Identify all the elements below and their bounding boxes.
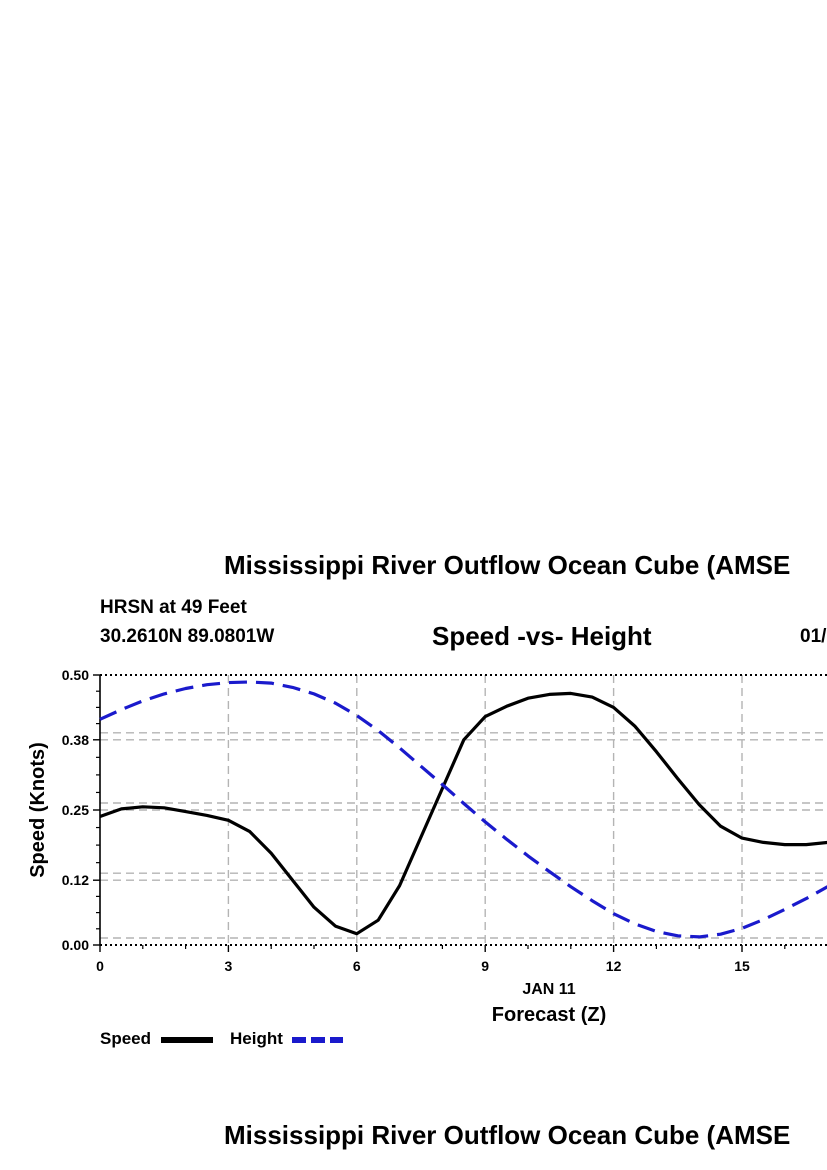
- coordinates-label: 30.2610N 89.0801W: [100, 626, 275, 647]
- x-tick-label: 15: [734, 958, 750, 974]
- y-axis-label: Speed (Knots): [27, 742, 49, 878]
- x-tick-label: 12: [606, 958, 622, 974]
- legend-speed-swatch: [161, 1037, 213, 1043]
- series-line-speed: [99, 691, 827, 936]
- y-tick-label: 0.50: [62, 667, 89, 683]
- series-lines: [99, 680, 827, 939]
- footer-title: Mississippi River Outflow Ocean Cube (AM…: [224, 1120, 791, 1150]
- legend-height-label: Height: [230, 1029, 283, 1048]
- x-axis-label: Forecast (Z): [492, 1004, 606, 1026]
- x-tick-label: 0: [96, 958, 104, 974]
- date-label: 01/: [800, 626, 827, 647]
- y-tick-label: 0.38: [62, 732, 89, 748]
- x-axis-date-label: JAN 11: [522, 981, 575, 998]
- series-line-height: [99, 680, 827, 939]
- legend-height-swatch: [292, 1037, 343, 1043]
- y-tick-label: 0.00: [62, 937, 89, 953]
- x-tick-label: 3: [225, 958, 233, 974]
- axis-ticks: 0.00 0.12 0.25 0.38 0.50 0 3 6 9 12 15: [62, 667, 827, 974]
- grid-lines: [100, 675, 827, 945]
- station-label: HRSN at 49 Feet: [100, 597, 247, 618]
- y-tick-label: 0.25: [62, 802, 89, 818]
- legend-speed-label: Speed: [100, 1029, 152, 1048]
- chart-title: Speed -vs- Height: [432, 621, 652, 651]
- x-tick-label: 6: [353, 958, 361, 974]
- y-tick-label: 0.12: [62, 872, 89, 888]
- x-tick-label: 9: [481, 958, 489, 974]
- page-title: Mississippi River Outflow Ocean Cube (AM…: [224, 550, 791, 580]
